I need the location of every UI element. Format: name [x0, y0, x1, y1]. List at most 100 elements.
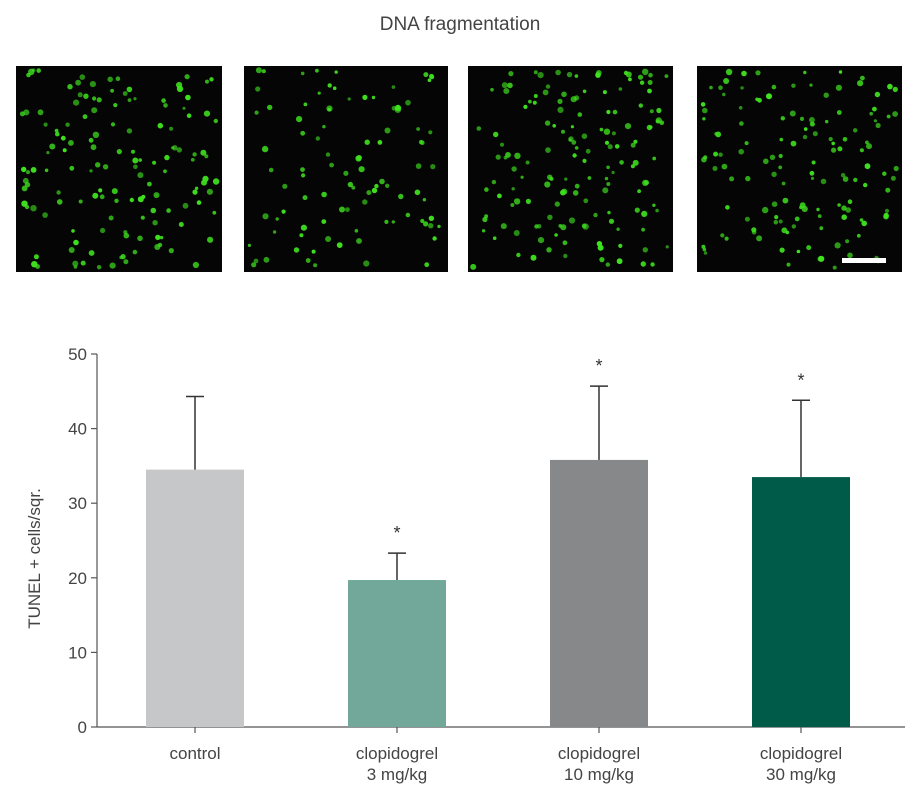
cell-dot [597, 244, 604, 251]
cell-dot [510, 203, 515, 207]
cell-dot [604, 140, 610, 145]
cell-dot [205, 79, 209, 84]
cell-dot [493, 131, 499, 138]
cell-dot [632, 159, 639, 166]
cell-dot [831, 141, 835, 146]
significance-marker: * [393, 523, 400, 543]
cell-dot [665, 245, 669, 249]
cell-dot [702, 117, 706, 121]
cell-dot [192, 152, 197, 157]
cell-dot [700, 102, 706, 107]
cell-dot [637, 74, 644, 80]
cell-dot [164, 154, 170, 161]
cell-dot [606, 182, 611, 186]
cell-dot [574, 74, 579, 78]
cell-dot [546, 247, 552, 253]
cell-dot [779, 247, 785, 253]
cell-dot [362, 199, 368, 205]
cell-dot [54, 128, 59, 133]
cell-dot [89, 169, 93, 173]
cell-dot [607, 144, 613, 150]
cell-dot [44, 168, 49, 173]
cell-dot [122, 91, 128, 96]
cell-dot [892, 86, 898, 92]
cell-dot [823, 92, 829, 98]
cell-dot [887, 83, 893, 90]
cell-dot [200, 149, 207, 156]
cell-dot [820, 178, 827, 185]
cell-dot [55, 131, 60, 137]
cell-dot [168, 248, 174, 254]
cell-dot [300, 130, 306, 136]
cell-dot [544, 181, 551, 188]
cell-dot [802, 134, 808, 140]
cell-dot [82, 114, 88, 120]
cell-dot [95, 162, 101, 168]
cell-dot [542, 89, 549, 96]
cell-dot [73, 99, 80, 106]
cell-dot [343, 170, 349, 176]
cell-dot [642, 68, 649, 75]
micrograph-dots [247, 67, 441, 268]
cell-dot [114, 198, 119, 203]
cell-dot [364, 139, 370, 145]
cell-dot [317, 91, 321, 95]
cell-dot [655, 117, 662, 124]
cell-dot [778, 165, 783, 170]
cell-dot [612, 109, 618, 115]
cell-dot [803, 70, 807, 75]
cell-dot [131, 149, 135, 154]
cell-dot [68, 140, 74, 146]
cell-dot [36, 68, 41, 73]
cell-dot [194, 186, 199, 190]
cell-dot [329, 162, 334, 168]
cell-dot [358, 166, 365, 173]
cell-dot [516, 252, 521, 258]
cell-dot [492, 236, 497, 240]
cell-dot [315, 68, 319, 73]
cell-dot [841, 214, 847, 220]
cell-dot [650, 262, 655, 267]
cell-dot [92, 192, 99, 199]
cell-dot [701, 244, 706, 249]
cell-dot [374, 183, 379, 189]
cell-dot [547, 214, 553, 220]
cell-dot [157, 242, 163, 248]
cell-dot [875, 122, 881, 129]
cell-dot [296, 116, 303, 123]
cell-dot [80, 260, 86, 266]
cell-dot [606, 109, 611, 115]
cell-dot [842, 176, 849, 182]
cell-dot [299, 233, 304, 238]
cell-dot [327, 83, 332, 88]
cell-dot [262, 213, 269, 220]
cell-dot [150, 207, 157, 214]
cell-dot [325, 152, 331, 157]
x-tick-label: clopidogrel 10 mg/kg [558, 744, 640, 784]
cell-dot [779, 137, 784, 142]
cell-dot [429, 73, 434, 79]
cell-dot [639, 80, 645, 85]
cell-dot [729, 176, 735, 182]
cell-dot [497, 193, 502, 199]
cell-dot [500, 223, 507, 230]
cell-dot [321, 219, 327, 225]
cell-dot [98, 188, 103, 193]
cell-dot [123, 232, 130, 239]
cell-dot [837, 146, 843, 152]
cell-dot [863, 182, 868, 188]
cell-dot [702, 107, 708, 114]
cell-dot [366, 190, 372, 196]
cell-dot [147, 181, 152, 187]
cell-dot [311, 249, 316, 254]
cell-dot [549, 176, 554, 181]
cell-dot [110, 122, 116, 127]
cell-dot [384, 127, 391, 134]
cell-dot [255, 67, 262, 74]
cell-dot [872, 106, 877, 112]
cell-dot [282, 183, 288, 189]
cell-dot [420, 218, 425, 224]
cell-dot [56, 199, 63, 205]
cell-dot [725, 68, 733, 76]
bar [752, 477, 850, 727]
